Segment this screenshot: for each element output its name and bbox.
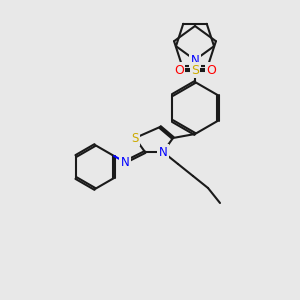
Text: N: N (190, 53, 200, 67)
Text: S: S (191, 64, 199, 76)
Text: N: N (121, 155, 129, 169)
Text: S: S (131, 131, 139, 145)
Text: O: O (206, 64, 216, 76)
Text: O: O (174, 64, 184, 76)
Text: N: N (159, 146, 167, 158)
